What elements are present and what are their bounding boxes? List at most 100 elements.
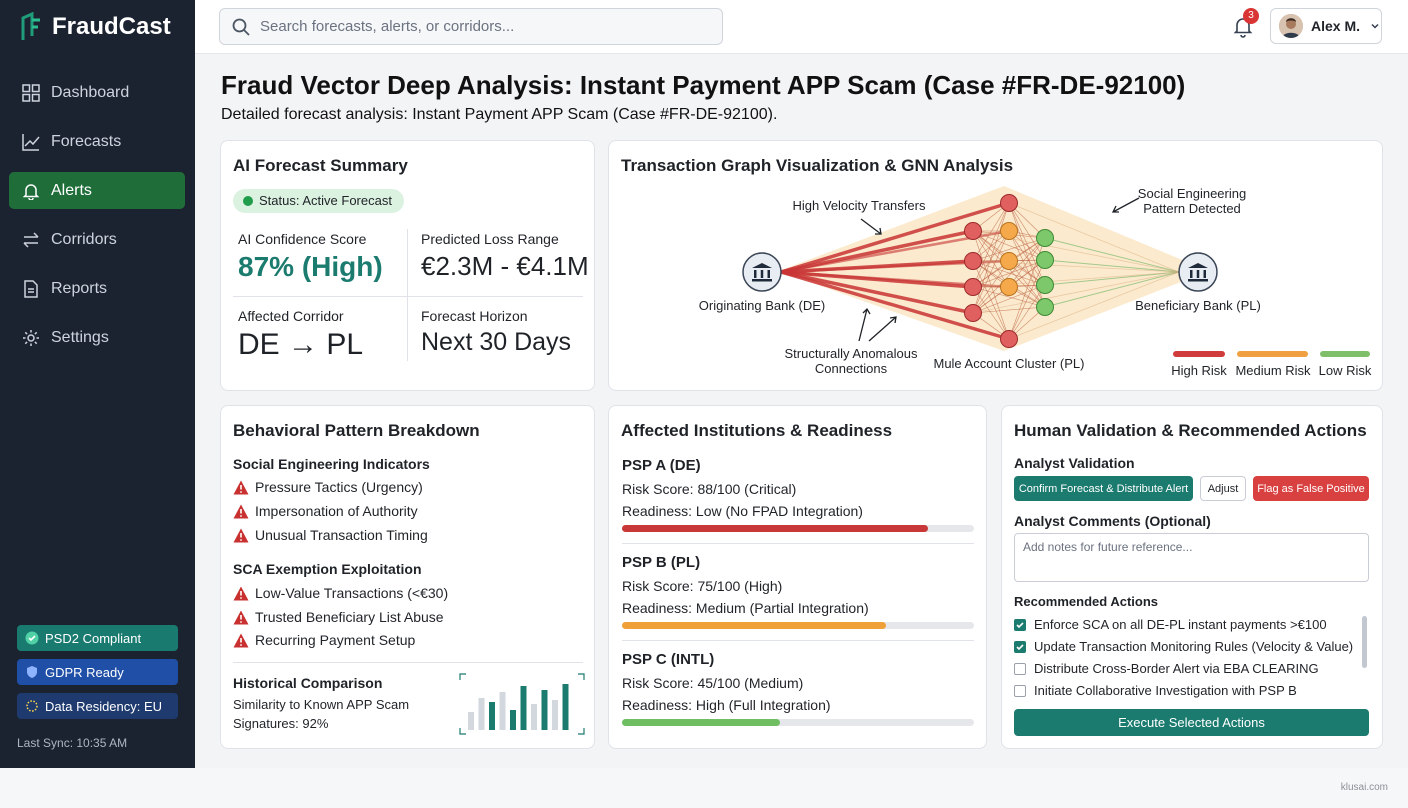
- action-item[interactable]: Initiate Collaborative Investigation wit…: [1014, 683, 1297, 698]
- graph-edge: [972, 230, 1010, 288]
- graph-edge: [972, 202, 1010, 314]
- graph-edge: [1008, 202, 1046, 261]
- confidence-metric: AI Confidence Score 87% (High): [238, 231, 383, 283]
- graph-edge: [972, 230, 1010, 340]
- action-item[interactable]: Enforce SCA on all DE-PL instant payment…: [1014, 617, 1327, 632]
- analyst-comments-field[interactable]: [1014, 533, 1369, 582]
- adjust-button[interactable]: Adjust: [1200, 476, 1246, 501]
- user-name: Alex M.: [1311, 18, 1361, 34]
- psp-a-readiness: Readiness: Low (No FPAD Integration): [622, 503, 863, 519]
- sidebar-item-reports[interactable]: Reports: [9, 270, 185, 307]
- search-box[interactable]: [219, 8, 723, 45]
- account-node[interactable]: [1036, 251, 1054, 269]
- anomalous-annotation-2: Connections: [815, 361, 888, 376]
- account-node[interactable]: [1036, 298, 1054, 316]
- transaction-graph[interactable]: Originating Bank (DE) Beneficiary Bank (…: [609, 141, 1384, 392]
- confirm-forecast-button[interactable]: Confirm Forecast & Distribute Alert: [1014, 476, 1193, 501]
- sidebar-item-label: Alerts: [51, 181, 92, 199]
- sidebar-item-corridors[interactable]: Corridors: [9, 221, 185, 258]
- psp-divider: [622, 640, 974, 641]
- graph-edge: [1008, 284, 1046, 340]
- analyst-comments-heading: Analyst Comments (Optional): [1014, 513, 1211, 529]
- affected-institutions-card: Affected Institutions & Readiness PSP A …: [608, 405, 987, 749]
- sparkbar: [520, 686, 527, 730]
- shield-icon: [27, 666, 37, 678]
- sidebar: FraudCast Dashboard Forecasts Alerts Cor…: [0, 0, 195, 768]
- graph-edge: [1008, 230, 1046, 308]
- graph-edge: [972, 237, 1046, 314]
- topbar: 3 Alex M.: [195, 0, 1408, 54]
- gear-icon: [21, 328, 41, 348]
- social-indicator-item: Unusual Transaction Timing: [233, 527, 428, 543]
- account-node[interactable]: [1000, 330, 1018, 348]
- legend-swatch-high: [1173, 351, 1225, 357]
- document-icon: [21, 279, 41, 299]
- legend-label-low: Low Risk: [1319, 363, 1372, 378]
- graph-edge: [972, 286, 1046, 308]
- sidebar-item-dashboard[interactable]: Dashboard: [9, 74, 185, 111]
- graph-edge: [972, 260, 1010, 340]
- psp-c-readiness-bar: [622, 719, 974, 726]
- graph-edge: [972, 237, 1046, 314]
- action-checkbox[interactable]: [1014, 684, 1026, 697]
- graph-edge: [972, 230, 1010, 288]
- action-checkbox[interactable]: [1014, 640, 1026, 653]
- graph-edge: [972, 260, 1010, 314]
- legend-label-medium: Medium Risk: [1235, 363, 1311, 378]
- flag-false-positive-button[interactable]: Flag as False Positive: [1253, 476, 1369, 501]
- psp-c-name: PSP C (INTL): [622, 651, 715, 668]
- graph-edge: [1008, 230, 1046, 286]
- account-node[interactable]: [1036, 276, 1054, 294]
- chevron-down-icon: [1371, 23, 1379, 29]
- shield-check-icon: [25, 631, 39, 645]
- graph-edge: [1008, 230, 1046, 308]
- graph-edge: [972, 202, 1010, 288]
- app-logo[interactable]: FraudCast: [20, 12, 171, 42]
- gdpr-badge: GDPR Ready: [17, 659, 178, 685]
- legend-label-high: High Risk: [1171, 363, 1227, 378]
- velocity-annotation: High Velocity Transfers: [793, 198, 926, 213]
- graph-edge: [1008, 259, 1046, 340]
- account-node[interactable]: [964, 252, 982, 270]
- bank-icon: [1188, 263, 1208, 282]
- psp-a-risk: Risk Score: 88/100 (Critical): [622, 481, 797, 497]
- action-label: Distribute Cross-Border Alert via EBA CL…: [1034, 661, 1319, 676]
- user-menu[interactable]: Alex M.: [1270, 8, 1382, 44]
- account-node[interactable]: [964, 222, 982, 240]
- action-label: Update Transaction Monitoring Rules (Vel…: [1034, 639, 1354, 654]
- annotation-arrows: [858, 197, 1140, 342]
- action-item[interactable]: Update Transaction Monitoring Rules (Vel…: [1014, 639, 1353, 654]
- account-node[interactable]: [964, 278, 982, 296]
- execute-actions-button[interactable]: Execute Selected Actions: [1014, 709, 1369, 736]
- account-node[interactable]: [964, 304, 982, 322]
- sidebar-item-settings[interactable]: Settings: [9, 319, 185, 356]
- search-input[interactable]: [260, 18, 700, 35]
- sparkbar: [562, 684, 569, 730]
- action-checkbox[interactable]: [1014, 662, 1026, 675]
- account-node[interactable]: [1000, 194, 1018, 212]
- graph-edge: [972, 202, 1010, 288]
- historical-comparison-text-1: Similarity to Known APP Scam: [233, 697, 410, 712]
- sidebar-item-alerts[interactable]: Alerts: [9, 172, 185, 209]
- badge-label: Data Residency: EU: [45, 698, 163, 714]
- arrows-icon: [21, 230, 41, 250]
- account-node[interactable]: [1036, 229, 1054, 247]
- graph-edge: [972, 286, 1010, 340]
- account-node[interactable]: [1000, 252, 1018, 270]
- graph-edge: [972, 286, 1010, 340]
- psp-b-readiness-bar: [622, 622, 974, 629]
- action-item[interactable]: Distribute Cross-Border Alert via EBA CL…: [1014, 661, 1319, 676]
- sca-item-label: Trusted Beneficiary List Abuse: [255, 609, 444, 625]
- graph-edge: [972, 306, 1046, 314]
- account-node[interactable]: [1000, 222, 1018, 240]
- avatar: [1279, 14, 1303, 38]
- account-node[interactable]: [1000, 278, 1018, 296]
- actions-scrollbar[interactable]: [1362, 616, 1367, 668]
- action-label: Enforce SCA on all DE-PL instant payment…: [1034, 617, 1327, 632]
- action-checkbox[interactable]: [1014, 618, 1026, 631]
- data-residency-badge: Data Residency: EU: [17, 693, 178, 719]
- graph-edge: [972, 202, 1010, 262]
- graph-edge: [1008, 260, 1046, 308]
- sidebar-item-forecasts[interactable]: Forecasts: [9, 123, 185, 160]
- risk-legend: High Risk Medium Risk Low Risk: [1171, 351, 1372, 378]
